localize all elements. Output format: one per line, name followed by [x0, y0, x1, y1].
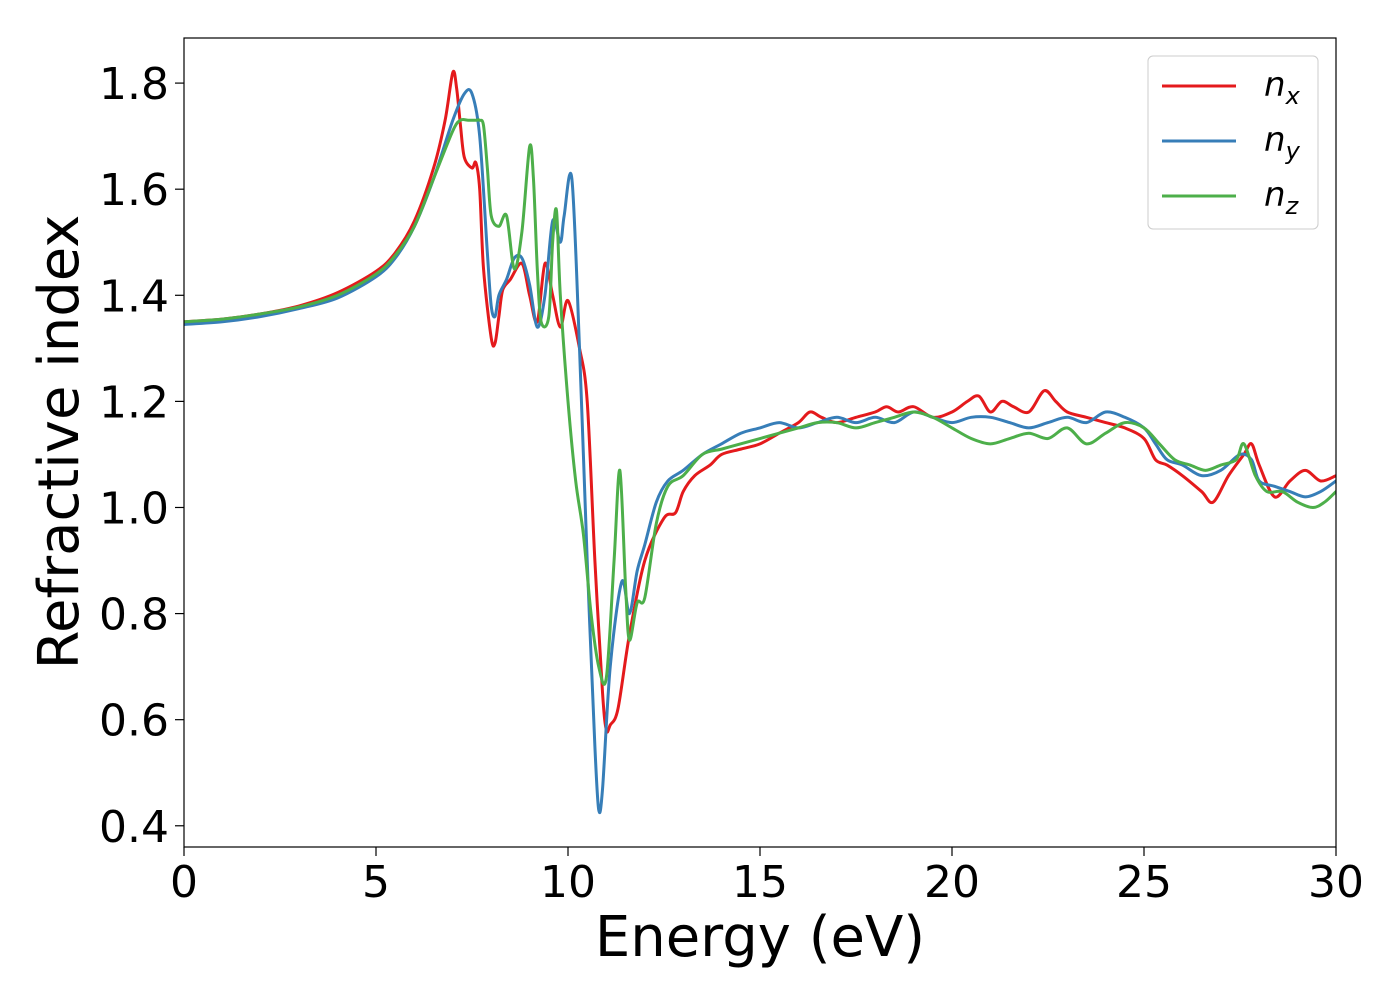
x-tick-label: 5 — [362, 857, 390, 908]
legend-label-z: nz — [1264, 175, 1300, 220]
y-axis-label: Refractive index — [27, 215, 92, 670]
y-tick-label: 1.0 — [99, 483, 169, 534]
y-tick-label: 1.6 — [99, 165, 169, 216]
x-tick-label: 15 — [732, 857, 788, 908]
x-axis-ticks: 0 5 10 15 20 25 30 — [170, 847, 1364, 908]
x-tick-label: 0 — [170, 857, 198, 908]
legend-label-x: nx — [1264, 65, 1301, 110]
y-tick-label: 1.4 — [99, 271, 169, 322]
y-tick-label: 1.2 — [99, 377, 169, 428]
y-tick-label: 0.6 — [99, 696, 169, 747]
series-line-x — [184, 69, 1336, 734]
x-tick-label: 10 — [540, 857, 596, 908]
series-line-z — [184, 117, 1336, 686]
y-tick-label: 1.8 — [99, 59, 169, 110]
legend: nx ny nz — [1147, 55, 1319, 230]
legend-label-y: ny — [1264, 120, 1301, 165]
x-tick-label: 25 — [1116, 857, 1172, 908]
legend-entries: nx ny nz — [1162, 65, 1301, 220]
y-axis-ticks: 0.4 0.6 0.8 1.0 1.2 1.4 1.6 1.8 — [99, 59, 184, 853]
series-layer — [184, 69, 1336, 815]
y-tick-label: 0.4 — [99, 802, 169, 853]
x-tick-label: 30 — [1308, 857, 1364, 908]
x-axis-label: Energy (eV) — [595, 905, 925, 970]
x-tick-label: 20 — [924, 857, 980, 908]
y-tick-label: 0.8 — [99, 590, 169, 641]
